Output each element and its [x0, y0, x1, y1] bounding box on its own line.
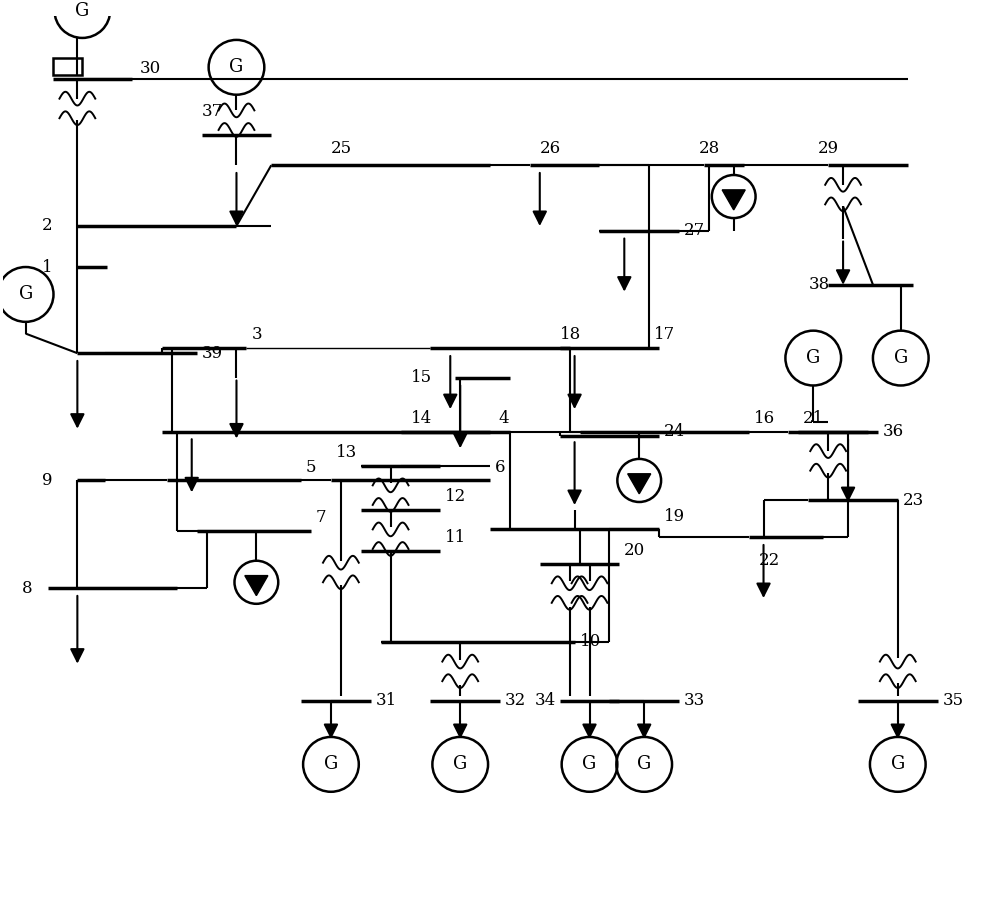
Bar	[52, 58, 82, 75]
Text: G: G	[582, 755, 597, 773]
Text: 21: 21	[803, 409, 825, 427]
Text: 22: 22	[759, 552, 780, 569]
Text: 34: 34	[535, 692, 556, 709]
Polygon shape	[245, 576, 268, 596]
Text: 15: 15	[411, 369, 432, 386]
Text: 28: 28	[699, 141, 720, 157]
Text: G: G	[894, 349, 908, 367]
Text: G: G	[637, 755, 651, 773]
Text: 20: 20	[624, 542, 646, 558]
Text: 6: 6	[495, 459, 506, 475]
Text: 1: 1	[42, 259, 53, 275]
Text: 8: 8	[22, 579, 33, 597]
Text: 38: 38	[808, 276, 830, 293]
Text: 35: 35	[943, 692, 964, 709]
Text: 7: 7	[316, 509, 327, 526]
Text: 26: 26	[540, 141, 561, 157]
Text: 25: 25	[331, 141, 352, 157]
Text: 31: 31	[376, 692, 397, 709]
Text: 16: 16	[754, 409, 775, 427]
Text: 30: 30	[140, 60, 161, 77]
Text: 18: 18	[560, 326, 581, 344]
Text: G: G	[229, 58, 244, 76]
Text: 4: 4	[498, 409, 509, 427]
Text: 10: 10	[580, 633, 601, 651]
Text: G: G	[19, 285, 33, 303]
Polygon shape	[722, 190, 745, 210]
Polygon shape	[628, 473, 651, 494]
Text: 24: 24	[664, 423, 685, 440]
Text: 12: 12	[445, 488, 467, 505]
Text: G: G	[75, 2, 89, 19]
Text: 3: 3	[251, 326, 262, 344]
Text: 9: 9	[42, 472, 53, 489]
Text: 2: 2	[42, 218, 53, 234]
Text: 17: 17	[654, 326, 675, 344]
Text: 29: 29	[818, 141, 839, 157]
Text: 27: 27	[684, 222, 705, 239]
Text: G: G	[324, 755, 338, 773]
Text: 37: 37	[202, 103, 223, 120]
Text: G: G	[453, 755, 467, 773]
Text: G: G	[891, 755, 905, 773]
Text: 33: 33	[684, 692, 705, 709]
Text: 39: 39	[202, 345, 223, 362]
Text: G: G	[806, 349, 820, 367]
Text: 19: 19	[664, 507, 685, 525]
Text: 13: 13	[336, 444, 357, 461]
Text: 36: 36	[883, 423, 904, 440]
Text: 23: 23	[903, 492, 924, 508]
Text: 14: 14	[411, 409, 432, 427]
Text: 11: 11	[445, 529, 467, 546]
Text: 32: 32	[505, 692, 526, 709]
Text: 5: 5	[306, 459, 317, 475]
